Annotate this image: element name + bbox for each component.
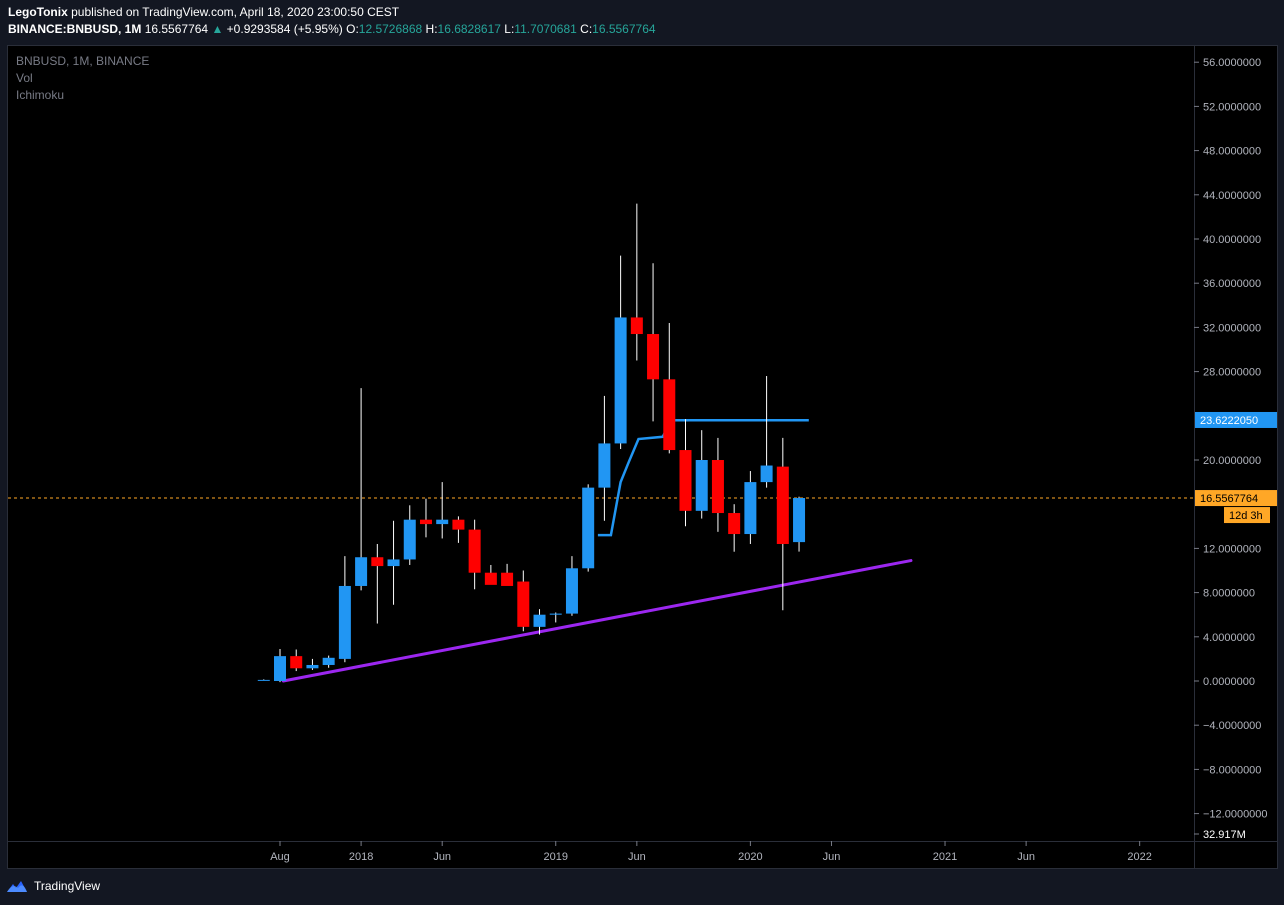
countdown-tag: 12d 3h (1229, 510, 1263, 522)
time-tick-label: 2022 (1127, 851, 1151, 863)
candle-body-up (793, 498, 806, 543)
candle-body-up (760, 465, 773, 483)
candle-body-up (695, 460, 708, 511)
candle-body-up (533, 614, 546, 627)
candle-body-up (582, 487, 595, 569)
candle-body-up (338, 585, 351, 659)
last-price-tag-bg (1195, 490, 1277, 507)
price-tick-label: 0.0000000 (1203, 676, 1255, 688)
candle-body-down (501, 572, 514, 586)
candle-body-down (452, 519, 465, 530)
footer: TradingView (6, 876, 100, 896)
time-tick-label: 2019 (543, 851, 567, 863)
candle-body-down (630, 317, 643, 335)
candle-body-down (776, 466, 789, 544)
price-tick-label: 36.0000000 (1203, 278, 1261, 290)
candle-body-down (468, 529, 481, 573)
candle-body-down (517, 581, 530, 627)
high-value: 16.6828617 (437, 22, 501, 36)
close-value: 16.5567764 (592, 22, 656, 36)
volume-label: 32.917M (1203, 829, 1246, 841)
price-tick-label: 52.0000000 (1203, 101, 1261, 113)
candle-body-up (549, 613, 562, 615)
candle-body-up (403, 519, 416, 560)
candle-body-down (711, 460, 724, 514)
ichimoku-price-tag-bg (1195, 411, 1277, 428)
symbol-header: BINANCE:BNBUSD, 1M 16.5567764 ▲ +0.92935… (8, 22, 656, 36)
price-tick-label: 4.0000000 (1203, 632, 1255, 644)
footer-brand[interactable]: TradingView (34, 879, 101, 893)
price-tick-label: 48.0000000 (1203, 146, 1261, 158)
tradingview-logo-icon (7, 881, 27, 892)
time-tick-label: Jun (823, 851, 841, 863)
candle-body-up (744, 482, 757, 535)
candle-body-down (728, 513, 741, 535)
support-trendline (281, 559, 913, 683)
candle-body-up (436, 519, 449, 525)
time-tick-label: 2021 (933, 851, 957, 863)
time-tick-label: 2020 (738, 851, 762, 863)
candle-body-up (598, 443, 611, 488)
chart-canvas[interactable]: 56.0000000 52.0000000 48.0000000 44.0000000… (8, 46, 1277, 868)
candle-body-down (663, 379, 676, 451)
price-tick-label: 20.0000000 (1203, 455, 1261, 467)
candle-body-up (257, 679, 270, 681)
candle-body-down (290, 656, 303, 669)
ichimoku-price-tag: 23.6222050 (1200, 415, 1258, 427)
candle-body-down (679, 450, 692, 511)
high-label: H: (425, 22, 438, 36)
price-tick-label: 32.0000000 (1203, 322, 1261, 334)
candle-body-up (614, 317, 627, 444)
price-tick-label: −8.0000000 (1203, 764, 1261, 776)
price-tick-label: 12.0000000 (1203, 543, 1261, 555)
up-arrow-icon: ▲ (211, 22, 224, 36)
chart-frame[interactable]: 56.0000000 52.0000000 48.0000000 44.0000000… (7, 45, 1278, 869)
last-price: 16.5567764 (144, 22, 209, 36)
candle-body-down (647, 334, 660, 380)
price-tick-label: 8.0000000 (1203, 588, 1255, 600)
candle-body-down (419, 519, 432, 525)
candle-body-up (306, 664, 319, 669)
low-value: 11.7070681 (514, 22, 577, 36)
time-tick-label: Jun (433, 851, 451, 863)
last-price-tag: 16.5567764 (1200, 493, 1258, 505)
legend-vol[interactable]: Vol (16, 71, 33, 85)
symbol-label: BINANCE:BNBUSD, 1M (8, 22, 142, 36)
price-tick-label: 40.0000000 (1203, 234, 1261, 246)
time-tick-label: Aug (270, 851, 290, 863)
candle-body-up (274, 656, 286, 681)
legend-ichimoku[interactable]: Ichimoku (16, 88, 65, 102)
close-label: C: (580, 22, 593, 36)
low-label: L: (504, 22, 515, 36)
legend-title: BNBUSD, 1M, BINANCE (16, 54, 150, 68)
time-tick-label: 2018 (349, 851, 373, 863)
price-tick-label: 56.0000000 (1203, 57, 1261, 69)
price-tick-label: −4.0000000 (1203, 720, 1261, 732)
author-name[interactable]: LegoTonix (8, 5, 68, 19)
price-change: +0.9293584 (+5.95%) (226, 22, 343, 36)
published-text: published on TradingView.com, April 18, … (71, 5, 400, 19)
price-tick-label: 28.0000000 (1203, 367, 1261, 379)
open-label: O: (346, 22, 359, 36)
open-value: 12.5726868 (358, 22, 423, 36)
price-tick-label: −12.0000000 (1203, 809, 1268, 821)
countdown-tag-bg (1224, 507, 1270, 524)
candle-body-up (387, 559, 400, 567)
candle-body-down (484, 572, 497, 585)
candle-body-up (355, 557, 368, 586)
candle-body-up (565, 568, 578, 614)
candle-body-up (322, 657, 335, 665)
time-tick-label: Jun (628, 851, 646, 863)
time-tick-label: Jun (1017, 851, 1035, 863)
candle-body-down (371, 557, 384, 567)
price-tick-label: 44.0000000 (1203, 190, 1261, 202)
publish-header: LegoTonix published on TradingView.com, … (8, 5, 399, 19)
